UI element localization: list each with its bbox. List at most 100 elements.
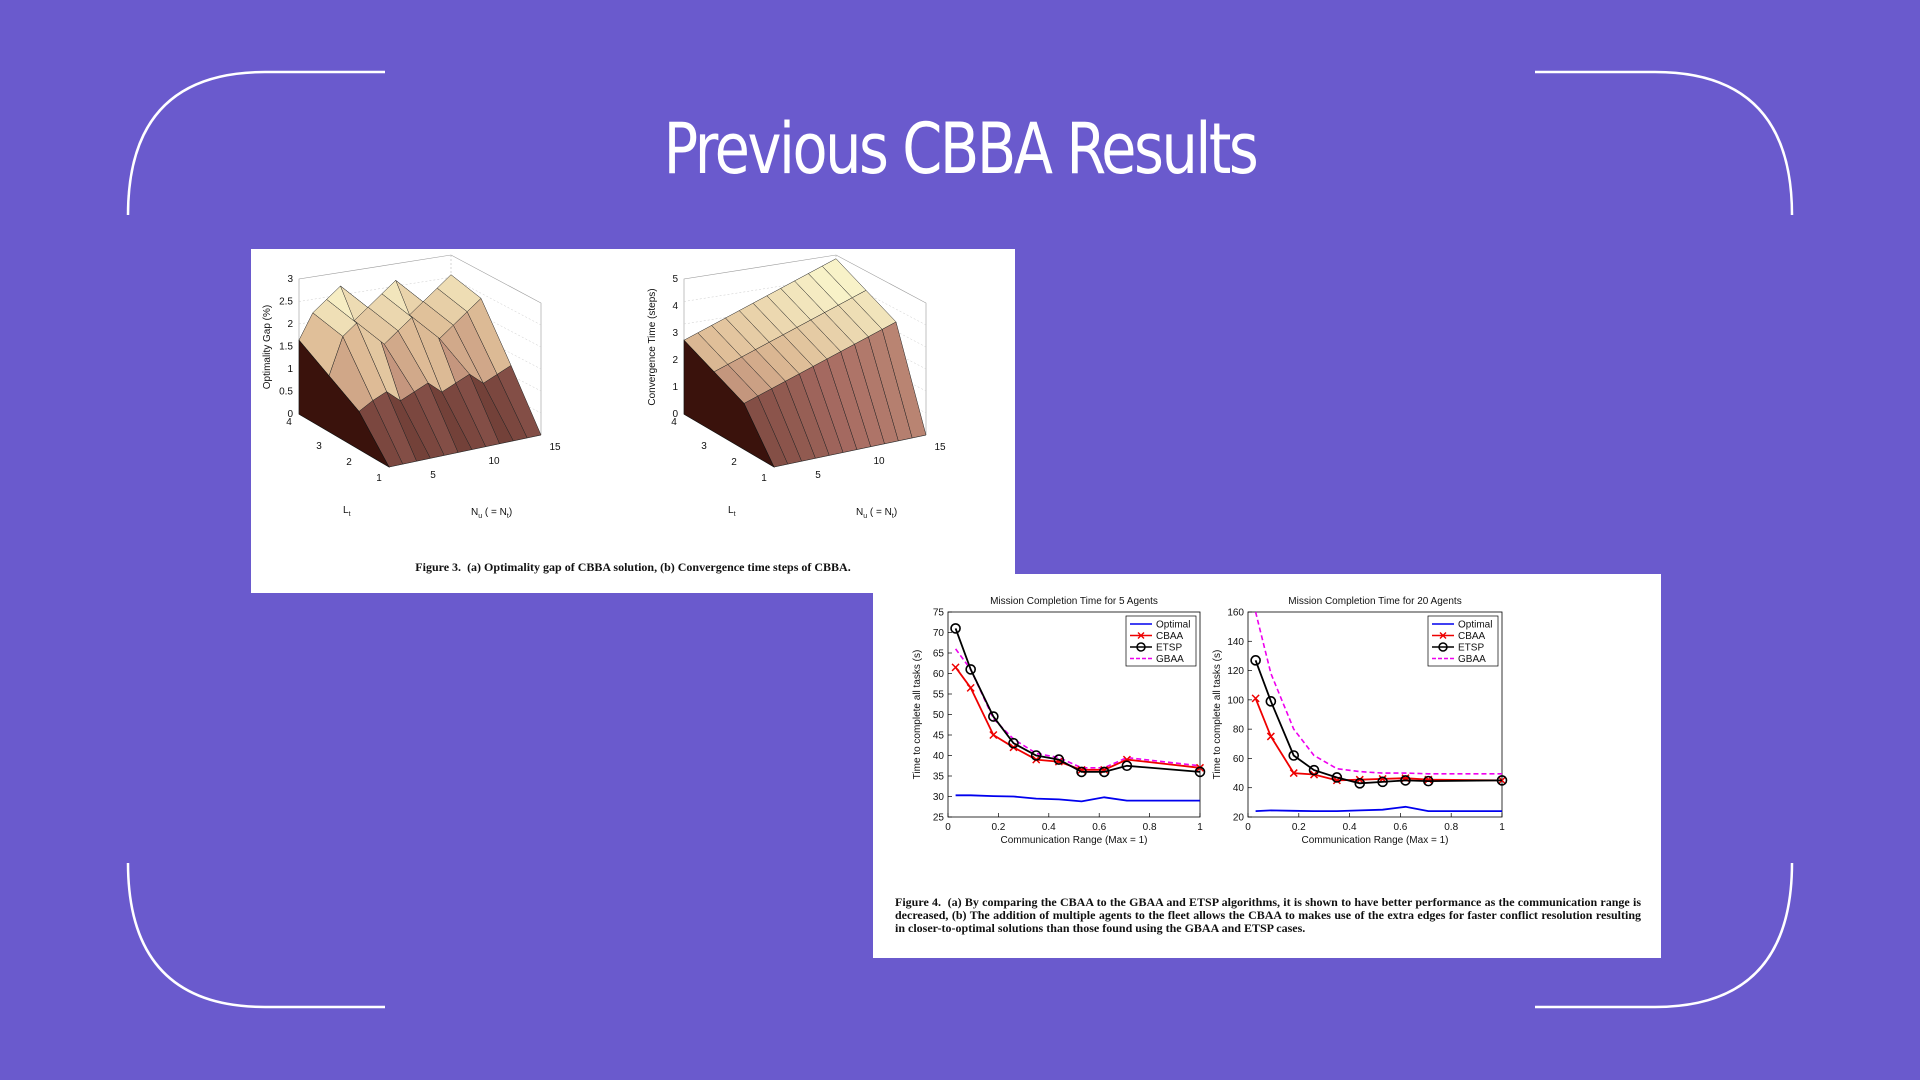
- data-point-etsp: [988, 711, 999, 722]
- y-tick-label: 60: [933, 669, 945, 680]
- x-axis-label: Communication Range (Max = 1): [1000, 835, 1147, 846]
- series-line-gbaa: [1254, 611, 1502, 775]
- x-tick-label: 0.8: [1143, 822, 1157, 833]
- figure-3-panel: 0 0.5 1 1.5 2 2.5 3 Optimality Gap (%) 1 2 3 4 5 10 15…: [251, 249, 1015, 593]
- nu-tick-label: 5: [430, 470, 436, 481]
- figure-4-caption: Figure 4. (a) By comparing the CBAA to t…: [895, 895, 1641, 935]
- data-point-etsp: [1250, 655, 1261, 666]
- lt-tick-label: 4: [286, 417, 292, 428]
- lt-axis-label-sub: t: [734, 511, 736, 518]
- y-tick-label: 160: [1227, 608, 1244, 619]
- lt-tick-label: 2: [346, 457, 352, 468]
- z-tick-label: 1: [672, 382, 678, 393]
- surface-patch: [821, 258, 867, 299]
- data-point-cbaa: [951, 663, 960, 672]
- lt-axis-label: Lt: [343, 505, 351, 518]
- data-point-cbaa: [1289, 769, 1298, 778]
- nu-axis-label: Nu ( = Nt): [471, 507, 512, 520]
- z-tick-label: 0: [672, 409, 678, 420]
- data-point-etsp: [1354, 778, 1366, 789]
- legend-marker: [1136, 642, 1146, 652]
- y-tick-label: 65: [933, 649, 945, 660]
- data-point-etsp: [1400, 775, 1411, 786]
- x-tick-label: 0.6: [1092, 822, 1106, 833]
- nu-tick-label: 15: [934, 442, 946, 453]
- y-tick-label: 40: [1233, 783, 1245, 794]
- data-point-etsp: [1331, 772, 1343, 783]
- x-axis-label: Communication Range (Max = 1): [1301, 835, 1448, 846]
- data-point-etsp: [1288, 750, 1300, 761]
- legend-label: CBAA: [1458, 631, 1486, 642]
- legend-label: Optimal: [1156, 620, 1190, 631]
- x-tick-label: 1: [1499, 822, 1505, 833]
- data-point-etsp: [1308, 764, 1320, 776]
- legend-label: GBAA: [1458, 654, 1486, 665]
- chart-20-agents: Mission Completion Time for 20 Agents 20 4…: [1212, 596, 1508, 846]
- x-tick-label: 0: [945, 822, 951, 833]
- lt-tick-label: 2: [731, 457, 737, 468]
- y-tick-label: 60: [1233, 754, 1245, 765]
- z-tick-label: 4: [672, 301, 678, 312]
- grid-line: [450, 277, 542, 326]
- figure-4-panel: Mission Completion Time for 5 Agents 25 30…: [873, 574, 1661, 958]
- data-point-etsp: [1377, 776, 1388, 788]
- legend-marker: [1439, 632, 1447, 639]
- nu-axis-label-sub2: t: [507, 513, 509, 520]
- lt-axis-label-sub: t: [349, 511, 351, 518]
- z-tick-label: 3: [672, 328, 678, 339]
- series-line-etsp: [1254, 659, 1503, 785]
- data-point-etsp: [1265, 696, 1277, 707]
- legend-label: GBAA: [1156, 654, 1184, 665]
- series-line-etsp: [954, 628, 1201, 773]
- y-axis-label: Time to complete all tasks (s): [1212, 650, 1223, 780]
- legend-label: ETSP: [1458, 643, 1484, 654]
- y-tick-label: 40: [933, 751, 945, 762]
- surface-patch: [436, 274, 482, 313]
- y-tick-label: 75: [933, 608, 945, 619]
- nu-axis-label-tail: ( = N: [867, 507, 892, 518]
- slide-title: Previous CBBA Results: [663, 108, 1259, 190]
- lt-tick-label: 3: [316, 441, 322, 452]
- x-tick-label: 0.8: [1444, 822, 1458, 833]
- legend-label: ETSP: [1156, 643, 1182, 654]
- z-tick-label: 0.5: [279, 387, 293, 398]
- z-tick-label: 2.5: [279, 297, 293, 308]
- data-point-etsp: [1098, 766, 1110, 778]
- data-point-etsp: [1423, 775, 1434, 787]
- y-tick-label: 70: [933, 628, 945, 639]
- nu-axis-label-sub: u: [863, 513, 867, 520]
- data-point-etsp: [1053, 754, 1065, 765]
- data-point-cbaa: [966, 683, 975, 692]
- y-tick-label: 50: [933, 710, 945, 721]
- surface-plot-optimality-gap: 0 0.5 1 1.5 2 2.5 3 Optimality Gap (%) 1 2 3 4 5 10 15…: [262, 254, 561, 520]
- z-tick-label: 1.5: [279, 342, 293, 353]
- chart-title: Mission Completion Time for 20 Agents: [1288, 596, 1461, 607]
- data-point-cbaa: [1497, 776, 1507, 785]
- legend-marker: [1438, 642, 1448, 652]
- x-tick-label: 0.2: [1292, 822, 1306, 833]
- z-tick-label: 5: [672, 274, 678, 285]
- data-point-cbaa: [1266, 732, 1275, 741]
- x-tick-label: 0: [1245, 822, 1251, 833]
- chart-5-agents: Mission Completion Time for 5 Agents 25 30…: [912, 596, 1206, 846]
- legend-label: CBAA: [1156, 631, 1184, 642]
- y-tick-label: 20: [1233, 813, 1245, 824]
- figure-3-caption: Figure 3. (a) Optimality gap of CBBA sol…: [415, 560, 851, 574]
- surface-front-face: [683, 339, 775, 468]
- lt-tick-label: 3: [701, 441, 707, 452]
- z-tick-label: 0: [287, 409, 293, 420]
- z-tick-label: 2: [672, 355, 678, 366]
- x-tick-label: 0.4: [1042, 822, 1056, 833]
- nu-axis-label-sub: u: [478, 513, 482, 520]
- y-tick-label: 25: [933, 813, 945, 824]
- data-point-cbaa: [989, 730, 998, 740]
- chart-title: Mission Completion Time for 5 Agents: [990, 596, 1158, 607]
- legend-label: Optimal: [1458, 620, 1492, 631]
- y-tick-label: 35: [933, 772, 945, 783]
- data-point-etsp: [965, 664, 976, 675]
- data-point-etsp: [1194, 766, 1206, 778]
- nu-axis-label-end: ): [509, 507, 512, 518]
- x-tick-label: 0.4: [1343, 822, 1357, 833]
- series-line-cbaa: [954, 666, 1201, 771]
